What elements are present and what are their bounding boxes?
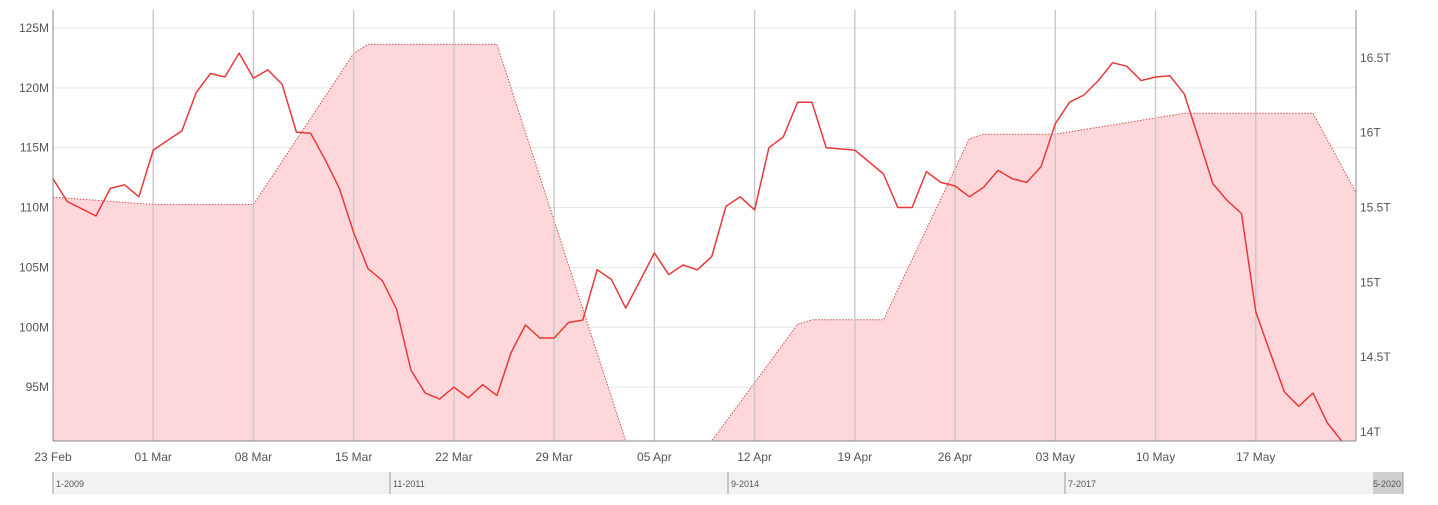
x-tick-label: 22 Mar xyxy=(435,450,472,464)
axes xyxy=(52,10,1357,442)
x-tick-label: 01 Mar xyxy=(135,450,172,464)
x-axis-tick-labels: 23 Feb 01 Mar 08 Mar 15 Mar 22 Mar 29 Mar 05 A… xyxy=(34,450,1275,464)
right-tick-label: 16T xyxy=(1360,126,1381,140)
right-tick-label: 14T xyxy=(1360,425,1381,439)
series-line xyxy=(52,52,1343,442)
line-series xyxy=(52,52,1343,442)
x-tick-label: 23 Feb xyxy=(34,450,72,464)
right-tick-label: 15T xyxy=(1360,275,1381,289)
navigator-label: 9-2014 xyxy=(731,479,759,489)
area-series xyxy=(52,43,1357,442)
x-tick-label: 19 Apr xyxy=(837,450,872,464)
area-fill xyxy=(53,44,1356,442)
right-tick-label: 16.5T xyxy=(1360,51,1391,65)
navigator-label: 11-2011 xyxy=(393,479,425,489)
area-edge-dotted-line xyxy=(52,43,1357,442)
vertical-gridlines xyxy=(152,10,1257,441)
x-tick-label: 05 Apr xyxy=(637,450,672,464)
left-tick-label: 100M xyxy=(19,320,49,334)
x-tick-label: 17 May xyxy=(1236,450,1275,464)
x-tick-label: 29 Mar xyxy=(535,450,572,464)
right-tick-label: 15.5T xyxy=(1360,201,1391,215)
navigator-selection-handle[interactable] xyxy=(1373,472,1403,494)
left-tick-label: 110M xyxy=(20,201,49,215)
x-tick-label: 26 Apr xyxy=(938,450,973,464)
right-axis-tick-labels: 14T 14.5T 15T 15.5T 16T 16.5T xyxy=(1360,51,1391,439)
left-tick-label: 115M xyxy=(20,141,49,155)
navigator-label: 7-2017 xyxy=(1068,479,1096,489)
x-tick-label: 10 May xyxy=(1136,450,1175,464)
x-tick-label: 03 May xyxy=(1036,450,1075,464)
left-tick-label: 125M xyxy=(19,21,49,35)
left-axis-tick-labels: 95M 100M 105M 110M 115M 120M 125M xyxy=(19,21,49,394)
left-tick-label: 95M xyxy=(26,380,49,394)
x-tick-label: 15 Mar xyxy=(335,450,372,464)
navigator-label: 1-2009 xyxy=(56,479,84,489)
x-tick-label: 08 Mar xyxy=(235,450,272,464)
range-navigator[interactable]: 1-2009 11-2011 9-2014 7-2017 5-2020 xyxy=(52,472,1404,494)
right-tick-label: 14.5T xyxy=(1360,350,1391,364)
left-tick-label: 120M xyxy=(19,81,49,95)
x-tick-label: 12 Apr xyxy=(737,450,772,464)
navigator-label: 5-2020 xyxy=(1373,479,1401,489)
left-tick-label: 105M xyxy=(19,260,49,274)
